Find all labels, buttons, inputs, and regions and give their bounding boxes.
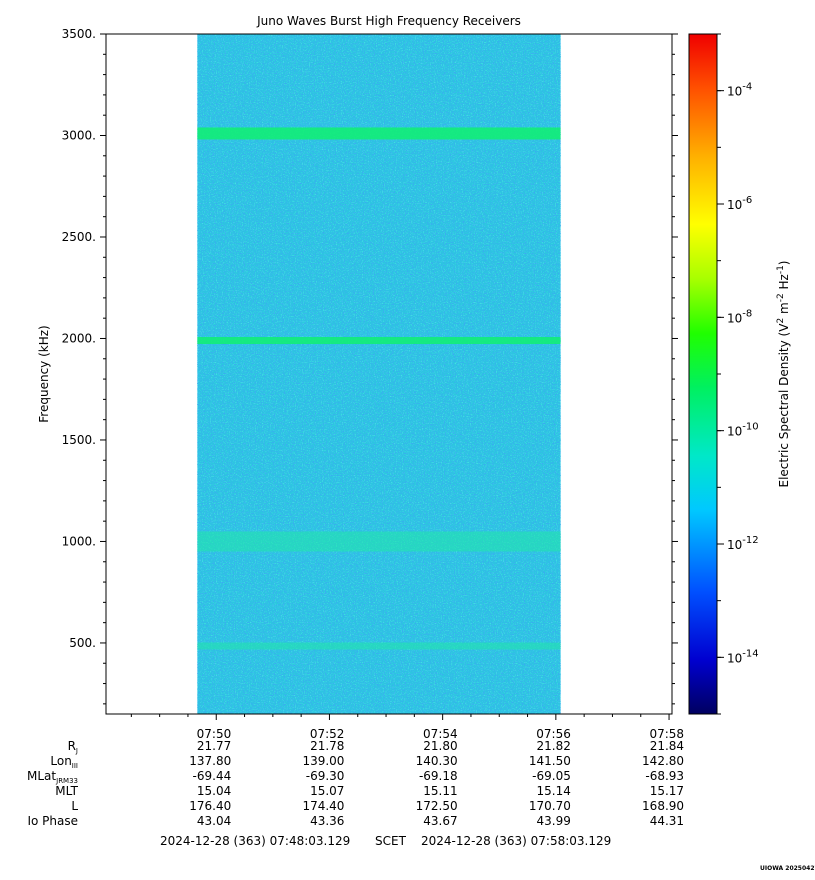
ytick-label: 500. [69,636,96,650]
ephemeris-value: 21.80 [423,739,458,753]
ytick-label: 3000. [62,128,96,142]
ytick-label: 3500. [62,27,96,41]
ephemeris-value: -69.05 [532,769,571,783]
y-axis-label: Frequency (kHz) [37,325,51,422]
spectrogram-noise-light [197,34,561,714]
xtick-label: 07:54 [423,727,458,741]
ephemeris-row-label: Io Phase [27,814,78,828]
ephemeris-value: 172.50 [415,799,458,813]
ytick-label: 2000. [62,331,96,345]
xtick-label: 07:52 [310,727,345,741]
ephemeris-value: 139.00 [302,754,345,768]
time-range-end: 2024-12-28 (363) 07:58:03.129 [421,834,612,848]
ephemeris-value: 15.07 [310,784,345,798]
ephemeris-value: 170.70 [528,799,571,813]
ephemeris-value: 43.99 [536,814,571,828]
ytick-label: 1000. [62,534,96,548]
ephemeris-row-label: RJ [67,739,78,755]
ephemeris-value: -68.93 [645,769,685,783]
plot-frame [105,33,673,715]
colorbar [688,33,718,715]
ephemeris-value: -69.30 [305,769,345,783]
xtick-label: 07:56 [536,727,571,741]
colorbar-tick-label: 10-6 [727,195,752,212]
emission-band-3 [197,642,561,650]
ephemeris-value: 140.30 [415,754,458,768]
ephemeris-value: -69.44 [192,769,232,783]
colorbar-tick-label: 10-8 [727,308,752,325]
ephemeris-row-label: MLT [55,784,78,798]
time-range-start: 2024-12-28 (363) 07:48:03.129 [160,834,351,848]
colorbar-tick-label: 10-10 [727,422,759,439]
time-range-label: SCET [375,834,406,848]
colorbar-tick-label: 10-14 [727,648,759,665]
ephemeris-value: 21.82 [536,739,571,753]
colorbar-label: Electric Spectral Density (V2 m-2 Hz-1) [776,260,791,487]
emission-band-2 [197,531,561,552]
ephemeris-value: 176.40 [189,799,232,813]
ephemeris-value: 141.50 [528,754,571,768]
ephemeris-value: 43.36 [310,814,345,828]
ephemeris-value: 21.77 [196,739,232,753]
xtick-label: 07:50 [197,727,232,741]
ephemeris-value: 142.80 [642,754,685,768]
ephemeris-value: 21.78 [310,739,345,753]
emission-band-0 [197,127,561,140]
colorbar-tick-label: 10-4 [727,82,752,99]
ephemeris-row-label: L [71,799,78,813]
ephemeris-value: 174.40 [302,799,345,813]
ephemeris-row-label: LonIII [50,754,78,770]
xtick-label: 07:58 [649,727,684,741]
ephemeris-value: 15.11 [423,784,458,798]
ephemeris-value: 44.31 [649,814,685,828]
ephemeris-value: 15.14 [536,784,571,798]
chart-title: Juno Waves Burst High Frequency Receiver… [256,14,521,28]
ephemeris-row-label: MLatJRM33 [27,769,78,785]
ephemeris-value: 43.04 [196,814,232,828]
footer-credit: UIOWA 20250427 [760,865,815,872]
ephemeris-value: 43.67 [423,814,458,828]
emission-band-1 [197,337,561,345]
ephemeris-value: 137.80 [189,754,232,768]
colorbar-tick-label: 10-12 [727,535,759,552]
ytick-label: 1500. [62,433,96,447]
ytick-label: 2500. [62,230,96,244]
ephemeris-value: -69.18 [418,769,458,783]
ephemeris-value: 15.04 [196,784,232,798]
ephemeris-value: 15.17 [649,784,685,798]
ephemeris-value: 21.84 [649,739,685,753]
ephemeris-value: 168.90 [642,799,685,813]
